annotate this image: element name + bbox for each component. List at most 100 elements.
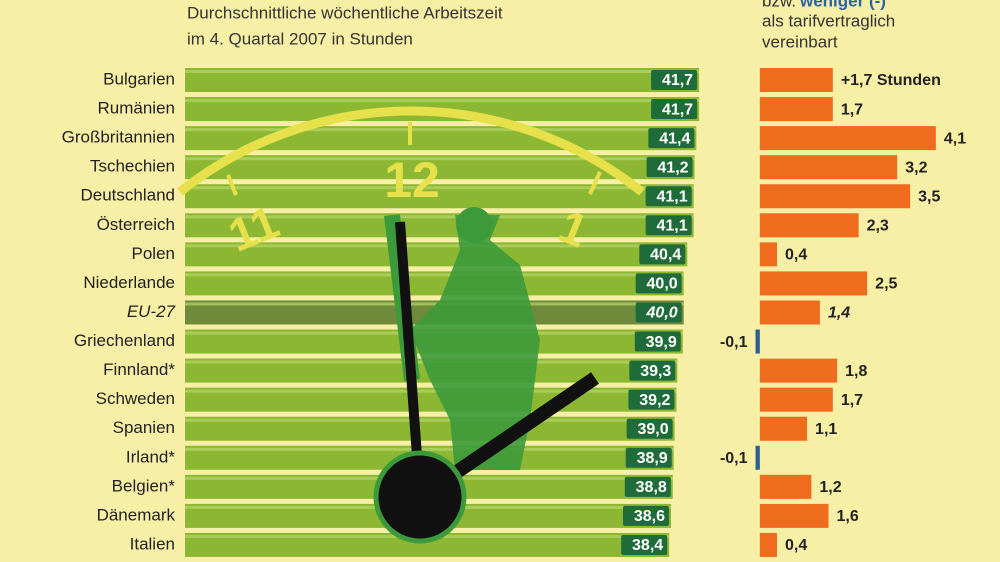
clock-numeral: 12	[384, 152, 440, 208]
value-label: 3,2	[905, 159, 927, 176]
person-head	[456, 207, 492, 243]
value-box	[624, 476, 671, 497]
value-label: 38,8	[636, 479, 667, 496]
header-line: als tarifvertraglich	[762, 11, 895, 30]
value-box	[639, 244, 686, 265]
value-label: 40,4	[650, 247, 681, 264]
bar	[759, 416, 808, 441]
bar-highlight	[185, 215, 694, 219]
value-box	[635, 273, 682, 294]
bar-highlight	[185, 389, 677, 393]
value-box	[625, 447, 672, 468]
bar	[759, 532, 777, 557]
header-prefix: bzw.	[762, 0, 796, 10]
clock-tick	[226, 174, 238, 196]
category-label: Niederlande	[83, 273, 175, 292]
value-label: 41,7	[662, 72, 693, 89]
value-label: 1,6	[837, 508, 859, 525]
bar	[759, 68, 833, 92]
value-label: 1,1	[815, 421, 837, 438]
value-label: 38,9	[637, 450, 668, 467]
category-label: EU-27	[127, 302, 176, 321]
bar	[759, 97, 833, 122]
value-label: 39,0	[637, 421, 668, 438]
value-box	[646, 157, 693, 178]
bar	[759, 184, 911, 209]
header-line: vereinbart	[762, 32, 838, 51]
bar-highlight	[185, 128, 697, 132]
clock-arc	[177, 106, 645, 196]
value-label: 1,2	[819, 479, 841, 496]
value-box	[651, 99, 698, 120]
value-box	[645, 186, 692, 207]
value-label: 41,1	[657, 188, 688, 205]
value-label: 1,4	[828, 305, 850, 322]
bar	[759, 155, 898, 180]
value-label: +1,7 Stunden	[841, 72, 941, 89]
value-label: 1,8	[845, 363, 867, 380]
value-box	[628, 389, 675, 410]
value-label: 1,7	[841, 101, 863, 118]
value-label: 38,6	[634, 508, 665, 525]
value-label: 38,4	[632, 537, 663, 554]
category-label: Bulgarien	[103, 69, 175, 88]
category-label: Tschechien	[90, 157, 175, 176]
bar-highlight	[185, 302, 684, 306]
value-label: 39,9	[646, 334, 677, 351]
bar	[759, 358, 838, 383]
category-label: Finnland*	[103, 360, 175, 379]
category-label: Belgien*	[112, 476, 176, 495]
bar	[759, 242, 777, 267]
value-box	[621, 534, 668, 555]
value-label: 0,4	[785, 247, 807, 264]
value-label: 0,4	[785, 537, 807, 554]
bar-highlight	[185, 244, 688, 248]
title-line: Durchschnittliche wöchentliche Arbeitsze…	[187, 3, 503, 22]
value-box	[635, 302, 682, 323]
value-box	[634, 331, 681, 352]
bar	[759, 126, 936, 151]
bar-highlight	[185, 70, 700, 73]
bar	[755, 445, 760, 470]
category-label: Polen	[132, 244, 175, 263]
clock-center	[373, 450, 467, 544]
bar-highlight	[185, 99, 700, 103]
value-label: 39,2	[639, 392, 670, 409]
category-label: Österreich	[97, 215, 175, 234]
bar	[759, 271, 868, 296]
bar	[759, 213, 859, 238]
category-label: Großbritannien	[62, 128, 175, 147]
category-label: Schweden	[96, 389, 175, 408]
category-label: Deutschland	[80, 186, 175, 205]
bar-highlight	[185, 447, 674, 451]
category-label: Spanien	[113, 418, 175, 437]
value-label: 40,0	[647, 276, 678, 293]
bar	[185, 242, 688, 267]
value-label: -0,1	[720, 334, 748, 351]
value-label: 41,2	[657, 159, 688, 176]
value-box	[645, 215, 692, 236]
category-label: Irland*	[126, 447, 176, 466]
category-label: Italien	[130, 534, 175, 553]
category-label: Dänemark	[97, 505, 176, 524]
value-box	[651, 70, 698, 90]
value-label: 41,1	[657, 218, 688, 235]
bar	[759, 387, 833, 412]
value-box	[626, 418, 673, 439]
bar-highlight	[185, 186, 694, 190]
value-box	[648, 128, 695, 149]
bar	[759, 503, 829, 528]
person-silhouette	[410, 215, 540, 470]
clock-tick	[588, 171, 602, 195]
bar	[759, 300, 820, 325]
bar-highlight	[185, 273, 684, 277]
value-label: 1,7	[841, 392, 863, 409]
value-label: 39,3	[640, 363, 671, 380]
category-label: Griechenland	[74, 331, 175, 350]
value-box	[629, 360, 676, 381]
bar	[759, 474, 812, 499]
category-label: Rumänien	[98, 99, 176, 118]
title-line: im 4. Quartal 2007 in Stunden	[187, 29, 413, 48]
